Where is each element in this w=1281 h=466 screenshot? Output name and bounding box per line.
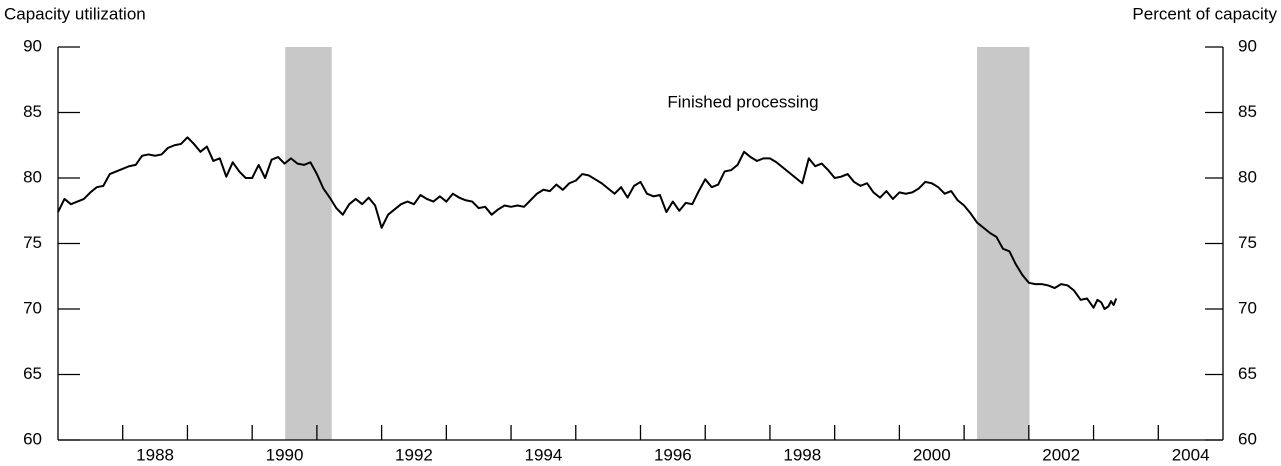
left-axis-title: Capacity utilization xyxy=(4,4,146,23)
recession-shade xyxy=(285,47,332,440)
series-line xyxy=(57,136,1118,310)
recession-shade xyxy=(977,47,1030,440)
x-tick-label: 2002 xyxy=(1042,445,1080,464)
x-tick-label: 1996 xyxy=(654,445,692,464)
series-annotation: Finished processing xyxy=(667,92,818,111)
x-tick-label: 1990 xyxy=(266,445,304,464)
y2-tick-label: 85 xyxy=(1238,102,1257,121)
right-axis-title: Percent of capacity xyxy=(1132,4,1277,23)
x-tick-label: 2000 xyxy=(913,445,951,464)
y2-tick-label: 70 xyxy=(1238,298,1257,317)
y-tick-label: 80 xyxy=(23,167,42,186)
x-tick-label: 1998 xyxy=(783,445,821,464)
y2-tick-label: 80 xyxy=(1238,167,1257,186)
x-tick-label: 1994 xyxy=(525,445,563,464)
y2-tick-label: 90 xyxy=(1238,36,1257,55)
y-tick-label: 90 xyxy=(23,36,42,55)
y-tick-label: 60 xyxy=(23,429,42,448)
y2-tick-label: 65 xyxy=(1238,364,1257,383)
y-tick-label: 70 xyxy=(23,298,42,317)
x-tick-label: 1992 xyxy=(395,445,433,464)
y-tick-label: 85 xyxy=(23,102,42,121)
x-tick-label: 2004 xyxy=(1172,445,1210,464)
x-tick-label: 1988 xyxy=(136,445,174,464)
y2-tick-label: 60 xyxy=(1238,429,1257,448)
y-tick-label: 65 xyxy=(23,364,42,383)
y-tick-label: 75 xyxy=(23,233,42,252)
y2-tick-label: 75 xyxy=(1238,233,1257,252)
